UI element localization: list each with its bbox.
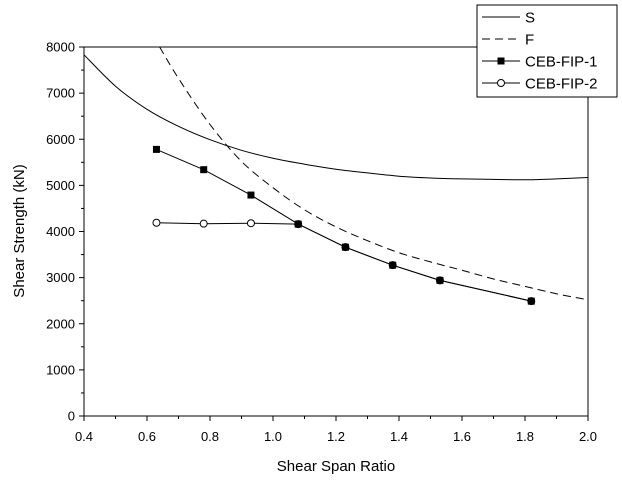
legend-label: F [525,32,534,49]
y-axis-title: Shear Strength (kN) [11,164,28,297]
y-tick-label: 3000 [46,270,75,285]
legend-label: CEB-FIP-1 [525,54,598,71]
legend: SF CEB-FIP-1 CEB-FIP-2 [476,4,618,98]
data-point-ceb-fip-1 [527,297,535,305]
x-axis: 0.4 0.6 0.8 1.0 1.2 1.4 1.6 1.8 2.0 [75,416,597,444]
series-line-s [83,54,589,181]
y-tick-label: 0 [68,409,75,424]
series-f [159,46,589,301]
series-line-ceb-fip-1 [156,148,532,302]
data-point-ceb-fip-2 [246,219,255,228]
series-line-f [159,46,589,301]
legend-marker [497,79,505,87]
y-tick-label: 8000 [46,40,75,55]
series-ceb-fip-1 [152,145,535,305]
series-line-ceb-fip-2 [156,222,532,302]
data-point-ceb-fip-1 [436,276,444,284]
x-tick-label: 2.0 [579,429,597,444]
plot-frame [83,46,589,417]
legend-label: S [525,10,535,27]
legend-entry-ceb-fip-2: CEB-FIP-2 [482,76,598,93]
data-point-ceb-fip-1 [247,191,255,199]
y-axis: 0 1000 2000 3000 4000 5000 6000 7000 8000 [46,40,84,424]
data-point-ceb-fip-1 [294,220,302,228]
legend-entry-f: F [482,32,534,49]
data-point-ceb-fip-1 [389,261,397,269]
data-point-ceb-fip-2 [152,218,161,227]
x-tick-label: 1.8 [516,429,534,444]
x-tick-label: 0.4 [75,429,93,444]
x-axis-title: Shear Span Ratio [277,458,395,475]
data-point-ceb-fip-1 [152,145,160,153]
x-tick-label: 1.4 [390,429,408,444]
series-s [83,54,589,181]
data-point-ceb-fip-1 [200,166,208,174]
data-point-ceb-fip-2 [199,219,208,228]
data-point-ceb-fip-1 [341,243,349,251]
y-tick-label: 1000 [46,362,75,377]
x-tick-label: 0.6 [138,429,156,444]
series-ceb-fip-2 [152,218,536,306]
y-tick-label: 6000 [46,132,75,147]
x-tick-label: 1.2 [327,429,345,444]
legend-marker [497,57,505,65]
legend-entry-s: S [482,10,535,27]
y-tick-label: 7000 [46,86,75,101]
y-tick-label: 2000 [46,316,75,331]
x-tick-label: 1.6 [453,429,471,444]
series-layer [83,46,589,306]
legend-entry-ceb-fip-1: CEB-FIP-1 [482,54,598,71]
y-tick-label: 5000 [46,178,75,193]
x-tick-label: 0.8 [201,429,219,444]
legend-label: CEB-FIP-2 [525,76,598,93]
x-tick-label: 1.0 [264,429,282,444]
y-tick-label: 4000 [46,224,75,239]
